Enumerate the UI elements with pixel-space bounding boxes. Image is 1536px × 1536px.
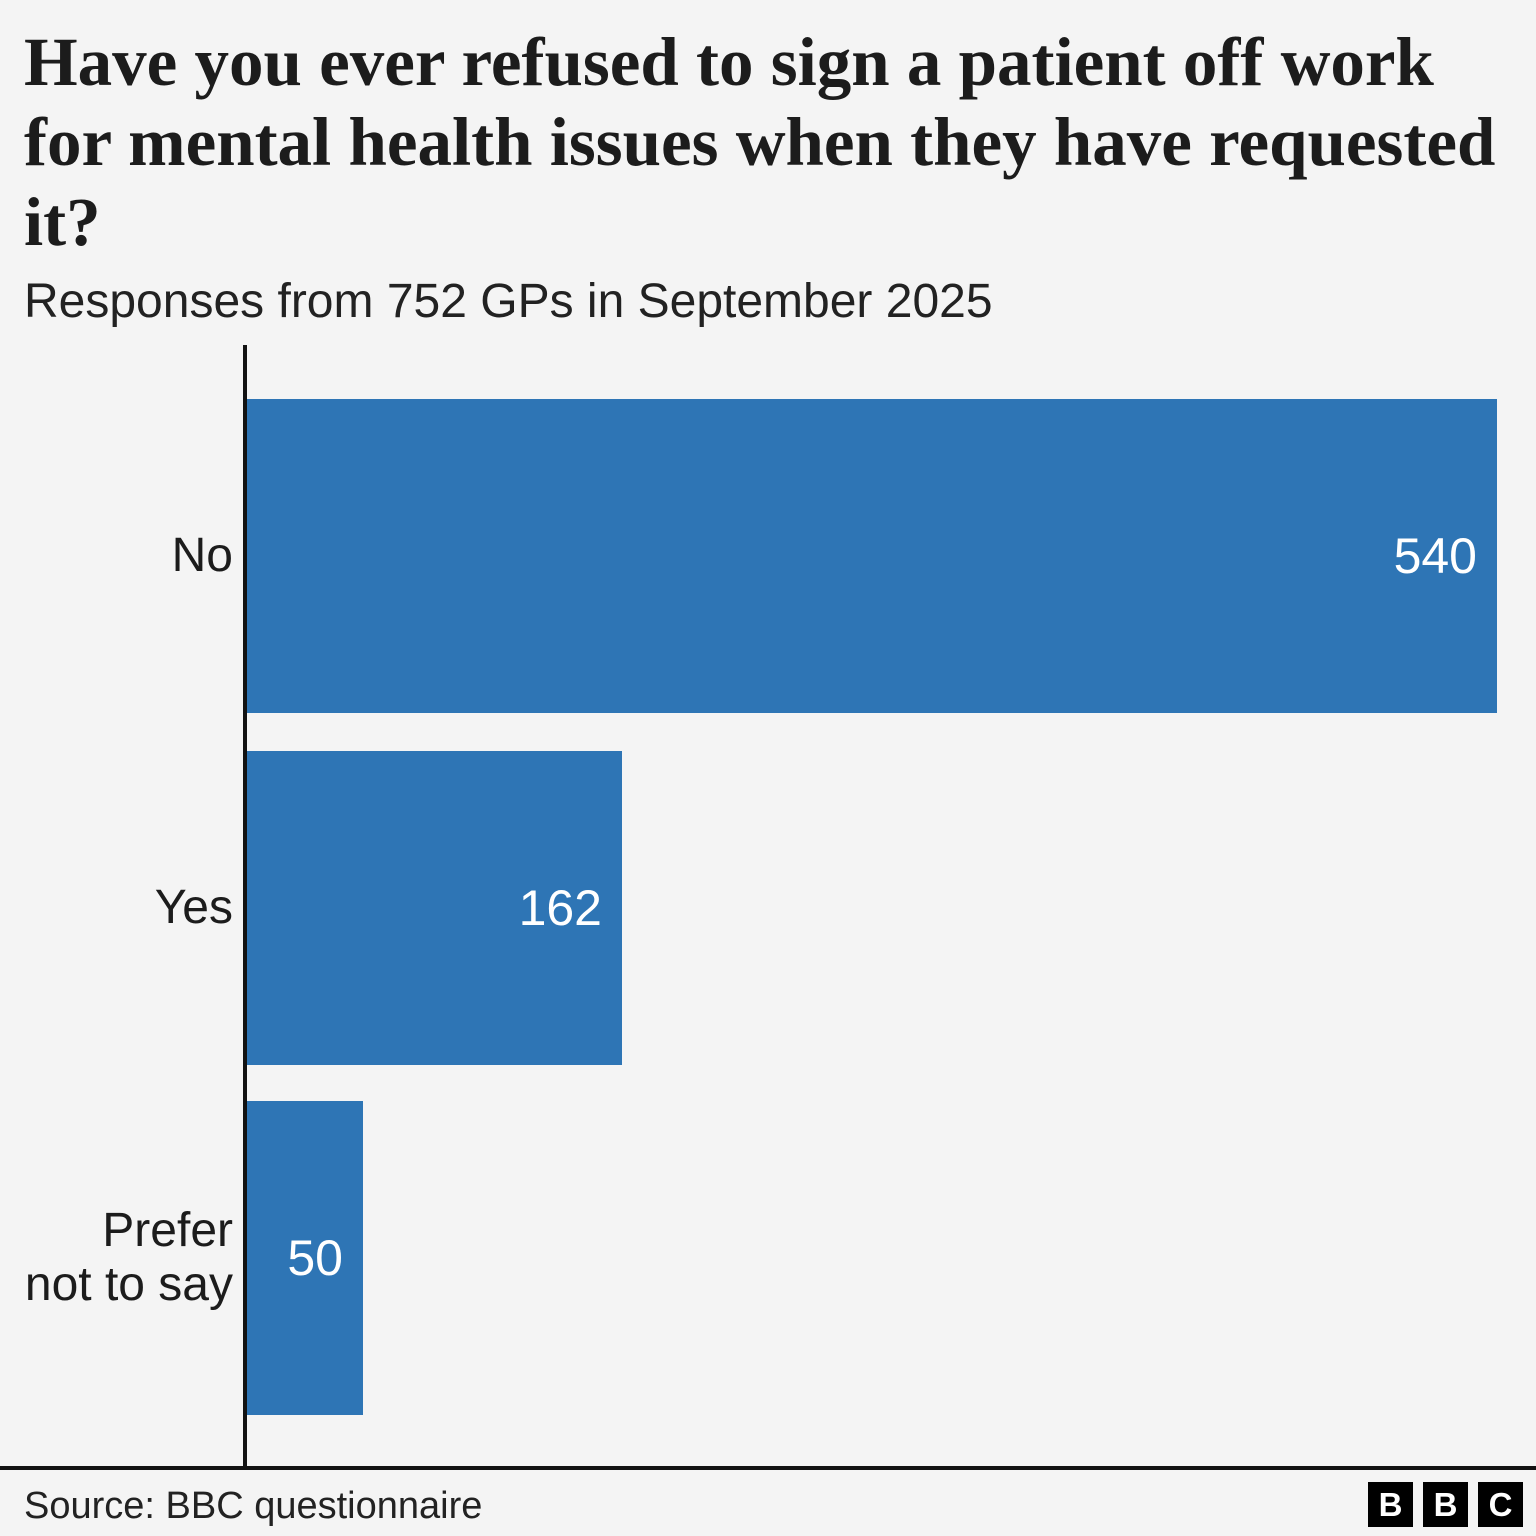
bar-prefer-not-to-say: 50 bbox=[247, 1101, 363, 1415]
bar-value-label-no: 540 bbox=[1393, 528, 1477, 584]
bbc-logo-letter-c: C bbox=[1478, 1482, 1523, 1527]
bar-yes: 162 bbox=[247, 751, 622, 1065]
bbc-logo-letter-b2: B bbox=[1423, 1482, 1468, 1527]
bbc-logo-letter-b1: B bbox=[1368, 1482, 1413, 1527]
category-label-yes: Yes bbox=[154, 881, 233, 934]
page-subtitle: Responses from 752 GPs in September 2025 bbox=[24, 275, 993, 328]
chart-row-prefer-not-to-say: Prefer not to say 50 bbox=[0, 1101, 1536, 1415]
x-axis-baseline bbox=[0, 1466, 1536, 1470]
bar-value-label-yes: 162 bbox=[518, 880, 602, 936]
page-title: Have you ever refused to sign a patient … bbox=[24, 24, 1496, 260]
bbc-logo: B B C bbox=[1368, 1482, 1523, 1527]
bar-value-label-prefer-not-to-say: 50 bbox=[287, 1230, 343, 1286]
chart-row-yes: Yes 162 bbox=[0, 751, 1536, 1065]
bar-no: 540 bbox=[247, 399, 1497, 713]
category-label-prefer-not-to-say: Prefer not to say bbox=[24, 1204, 233, 1311]
source-text: Source: BBC questionnaire bbox=[24, 1485, 483, 1527]
category-label-no: No bbox=[171, 529, 233, 582]
chart-row-no: No 540 bbox=[0, 399, 1536, 713]
y-axis-line bbox=[243, 345, 247, 1468]
